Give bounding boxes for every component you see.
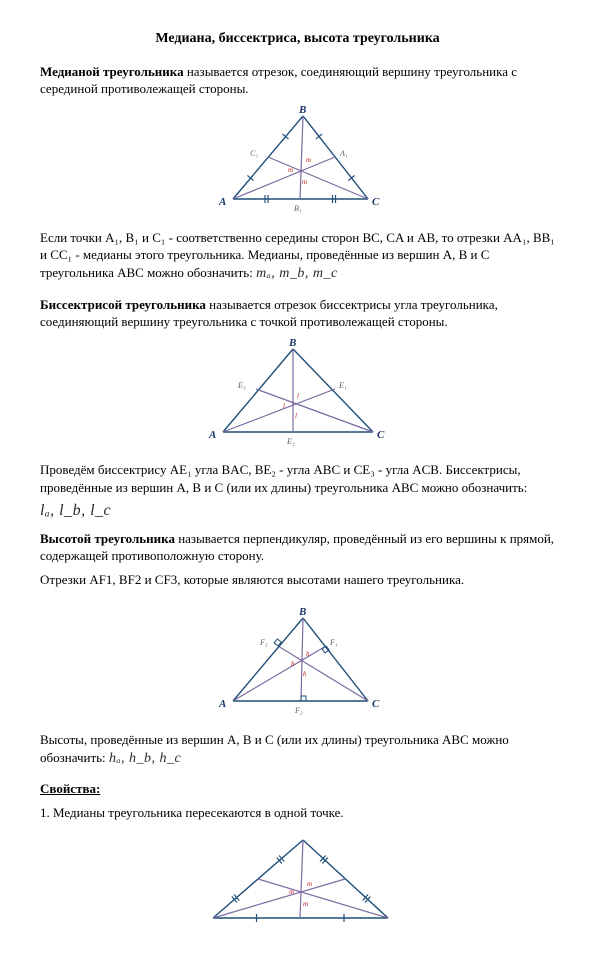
triangle-bisectors-svg: A B C E₁ E₂ E₃ l l l <box>198 337 398 447</box>
triangle-property-svg: m m m <box>193 828 403 928</box>
svg-text:h: h <box>306 650 310 658</box>
svg-text:E₁: E₁ <box>338 381 347 390</box>
figure-bisectors: A B C E₁ E₂ E₃ l l l <box>40 337 555 452</box>
figure-property-medians: m m m <box>40 828 555 933</box>
paragraph-bisector-notation: Проведём биссектрису AE₁ угла BAC, BE₂ -… <box>40 461 555 496</box>
svg-text:F₁: F₁ <box>329 638 338 647</box>
svg-text:m: m <box>307 880 312 888</box>
bisector-text: Проведём биссектрису AE₁ угла BAC, BE₂ -… <box>40 462 527 495</box>
paragraph-median-def: Медианой треугольника называется отрезок… <box>40 63 555 98</box>
paragraph-altitude-notation: Высоты, проведённые из вершин A, B и C (… <box>40 731 555 768</box>
svg-text:A: A <box>218 698 226 710</box>
paragraph-bisector-def: Биссектрисой треугольника называется отр… <box>40 296 555 331</box>
svg-text:E₂: E₂ <box>286 437 295 446</box>
svg-text:E₃: E₃ <box>237 381 246 390</box>
triangle-medians-svg: A B C A₁ B₁ C₁ m m m <box>208 104 388 214</box>
triangle-altitudes-svg: ABCF₁F₂F₃hhh <box>208 606 388 716</box>
svg-text:l: l <box>283 402 285 410</box>
svg-text:B: B <box>298 606 306 618</box>
svg-text:C: C <box>377 429 385 441</box>
document-page: Медиана, биссектриса, высота треугольник… <box>0 0 595 962</box>
svg-text:m: m <box>303 900 308 908</box>
bisector-notation: lₐ, l_b, l_c <box>40 500 555 522</box>
altitude-notation: hₐ, h_b, h_c <box>109 751 181 766</box>
svg-text:B₁: B₁ <box>294 204 302 213</box>
svg-text:C₁: C₁ <box>250 149 258 158</box>
svg-text:C: C <box>372 698 380 710</box>
properties-title: Свойства: <box>40 781 100 796</box>
svg-text:C: C <box>372 196 380 208</box>
paragraph-altitude-line2: Отрезки AF1, BF2 и CF3, которые являются… <box>40 571 555 589</box>
svg-text:m: m <box>306 156 311 164</box>
svg-text:h: h <box>303 670 307 678</box>
paragraph-altitude-def: Высотой треугольника называется перпенди… <box>40 530 555 565</box>
figure-altitudes: ABCF₁F₂F₃hhh <box>40 606 555 721</box>
svg-text:B: B <box>298 104 306 116</box>
svg-text:A: A <box>208 429 216 441</box>
paragraph-median-notation: Если точки A₁, B₁ и C₁ - соответственно … <box>40 229 555 284</box>
term-altitude: Высотой треугольника <box>40 531 175 546</box>
svg-text:F₂: F₂ <box>294 706 303 715</box>
svg-text:B: B <box>288 337 296 349</box>
svg-text:m: m <box>302 178 307 186</box>
svg-text:l: l <box>295 412 297 420</box>
term-median: Медианой треугольника <box>40 64 184 79</box>
svg-text:A: A <box>218 196 226 208</box>
median-notation: mₐ, m_b, m_c <box>256 266 338 281</box>
properties-heading: Свойства: <box>40 780 555 798</box>
figure-medians: A B C A₁ B₁ C₁ m m m <box>40 104 555 219</box>
svg-text:F₃: F₃ <box>259 638 268 647</box>
svg-text:h: h <box>291 660 295 668</box>
svg-text:l: l <box>297 392 299 400</box>
svg-text:m: m <box>289 888 294 896</box>
term-bisector: Биссектрисой треугольника <box>40 297 206 312</box>
svg-text:m: m <box>288 166 293 174</box>
page-title: Медиана, биссектриса, высота треугольник… <box>40 30 555 49</box>
svg-text:A₁: A₁ <box>339 149 348 158</box>
property-item-1: 1. Медианы треугольника пересекаются в о… <box>40 804 555 822</box>
